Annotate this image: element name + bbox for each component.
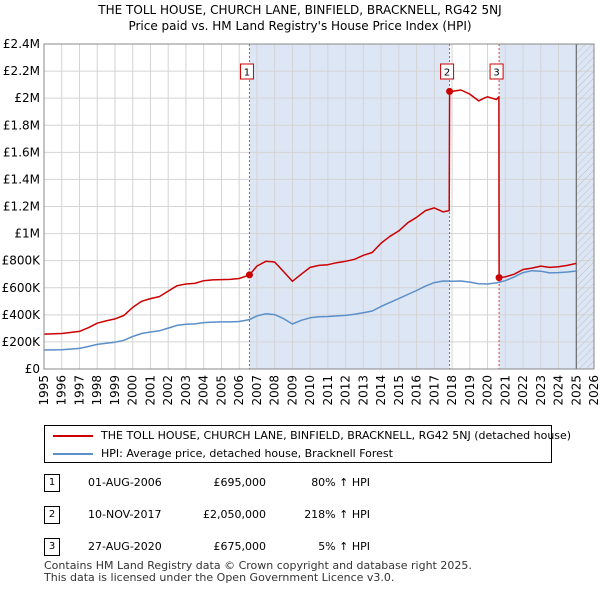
sale-hpi-change: 5% ↑ HPI [318,540,370,553]
x-tick-label: 2007 [250,375,264,406]
x-tick-label: 2023 [534,375,548,406]
x-tick-label: 2006 [232,375,246,406]
sale-date: 10-NOV-2017 [88,508,162,521]
x-tick-label: 1996 [55,375,69,406]
chart-title: THE TOLL HOUSE, CHURCH LANE, BINFIELD, B… [97,3,501,17]
sale-number: 2 [44,506,60,524]
hatched-region [576,44,594,369]
chart-subtitle: Price paid vs. HM Land Registry's House … [128,19,471,33]
y-tick-label: £2M [14,91,40,105]
legend: THE TOLL HOUSE, CHURCH LANE, BINFIELD, B… [44,425,571,463]
sale-price: £2,050,000 [203,508,266,521]
price-chart: THE TOLL HOUSE, CHURCH LANE, BINFIELD, B… [2,3,600,406]
sale-point [245,271,253,279]
footer-line-copyright: Contains HM Land Registry data © Crown c… [44,559,472,572]
y-tick-label: £2.2M [3,64,40,78]
sale-marker-box [239,63,254,80]
legend-label-hpi: HPI: Average price, detached house, Brac… [101,447,393,460]
sale-date: 27-AUG-2020 [88,540,162,553]
sale-number: 3 [44,538,60,556]
sale-row: 1 01-AUG-2006 £695,000 80% ↑ HPI [0,474,600,494]
x-tick-label: 2016 [410,375,424,406]
x-tick-label: 2026 [587,375,600,406]
sale-marker-label: 2 [444,68,450,79]
sale-point [446,87,454,95]
y-tick-label: £1M [14,227,40,241]
property-price-line [43,89,577,335]
x-tick-label: 2005 [214,375,228,406]
plot-frame [43,43,595,370]
x-tick-label: 2019 [463,375,477,406]
x-tick-label: 2001 [143,375,157,406]
y-tick-label: £200K [2,335,42,349]
y-tick-label: £400K [2,308,42,322]
series-lines [43,89,577,351]
x-tick-label: 2024 [552,375,566,406]
x-tick-label: 2018 [445,375,459,406]
sale-point [495,274,503,282]
x-tick-label: 2010 [303,375,317,406]
sale-price: £675,000 [213,540,267,553]
x-tick-label: 1998 [90,375,104,406]
x-tick-label: 2020 [481,375,495,406]
sale-marker-label: 3 [493,68,499,79]
x-tick-label: 2014 [374,375,388,406]
x-tick-label: 1997 [72,375,86,406]
x-tick-label: 2008 [268,375,282,406]
x-tick-label: 2012 [339,375,353,406]
footer: Contains HM Land Registry data © Crown c… [44,560,472,584]
legend-swatch-property [53,435,93,437]
sale-marker-box [440,63,455,80]
axes: £0 £200K £400K £600K £800K £1M £1.2M £1.4M £1.6M… [2,37,600,406]
x-tick-label: 2025 [569,375,583,406]
annotations: 1 2 3 [239,63,504,282]
x-tick-label: 2000 [126,375,140,406]
hpi-line [43,269,577,351]
y-tick-label: £2.4M [3,37,40,51]
y-tick-label: £1.2M [3,200,40,214]
sale-marker-box [489,63,504,80]
x-tick-label: 2009 [285,375,299,406]
legend-label-property: THE TOLL HOUSE, CHURCH LANE, BINFIELD, B… [101,429,572,442]
grid [43,43,595,370]
y-tick-label: £1.4M [3,172,40,186]
x-tick-label: 2011 [321,375,335,406]
x-tick-label: 2004 [197,375,211,406]
sale-number: 1 [44,474,60,492]
y-tick-label: £1.6M [3,145,40,159]
legend-swatch-hpi [53,453,93,455]
sale-hpi-change: 218% ↑ HPI [304,508,370,521]
x-tick-label: 2022 [516,375,530,406]
x-tick-label: 2017 [427,375,441,406]
x-tick-label: 2003 [179,375,193,406]
sale-marker-label: 1 [244,68,250,79]
sale-hpi-change: 80% ↑ HPI [311,476,370,489]
x-tick-label: 1999 [108,375,122,406]
x-tick-label: 1995 [37,375,51,406]
x-tick-label: 2002 [161,375,175,406]
x-tick-label: 2013 [356,375,370,406]
sale-row: 2 10-NOV-2017 £2,050,000 218% ↑ HPI [0,506,600,526]
y-tick-label: £0 [25,362,40,376]
sale-row: 3 27-AUG-2020 £675,000 5% ↑ HPI [0,538,600,558]
x-tick-label: 2015 [392,375,406,406]
footer-line-licence: This data is licensed under the Open Gov… [44,571,395,584]
y-tick-label: £800K [2,254,42,268]
sale-price: £695,000 [213,476,267,489]
sale-date: 01-AUG-2006 [88,476,162,489]
x-tick-label: 2021 [498,375,512,406]
y-tick-label: £600K [2,281,42,295]
y-tick-label: £1.8M [3,118,40,132]
forecast-hatch [575,44,594,369]
